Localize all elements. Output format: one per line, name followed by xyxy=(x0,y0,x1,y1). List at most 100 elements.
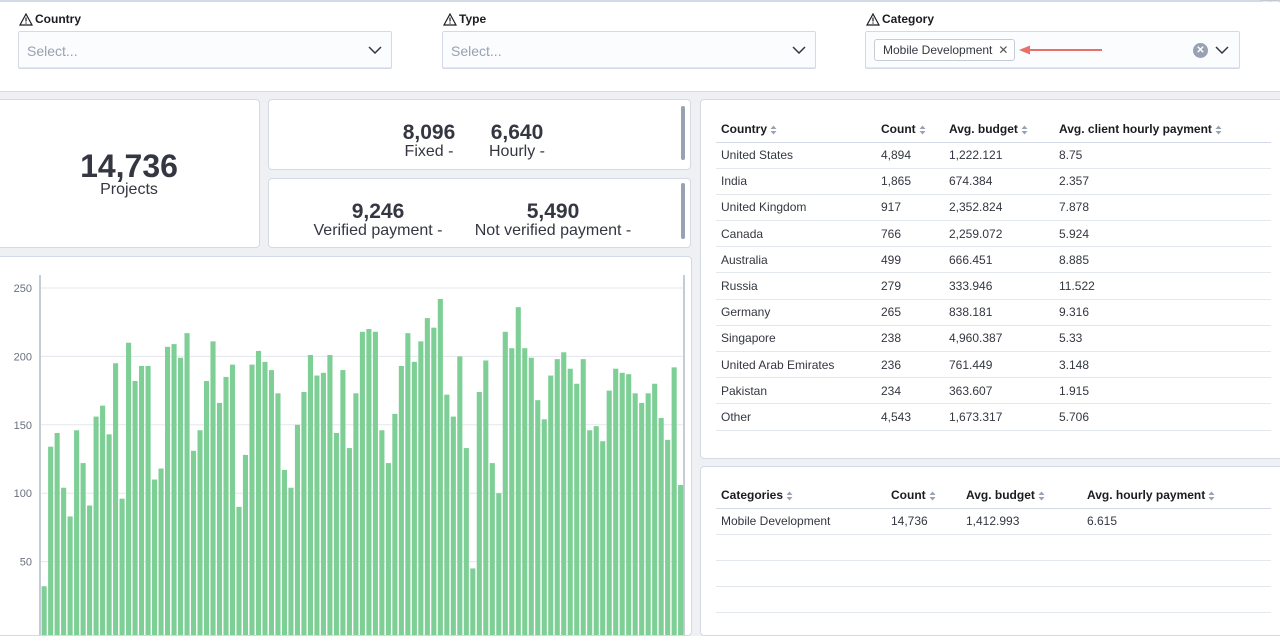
table-row[interactable]: United Arab Emirates 236 761.449 3.148 xyxy=(716,351,1271,379)
histogram-bar[interactable] xyxy=(444,394,450,636)
histogram-bar[interactable] xyxy=(476,391,482,636)
histogram-bar[interactable] xyxy=(587,430,593,636)
histogram-bar[interactable] xyxy=(288,487,294,636)
column-header[interactable]: Count xyxy=(886,482,961,509)
histogram-bar[interactable] xyxy=(515,307,521,636)
histogram-bar[interactable] xyxy=(353,393,359,636)
sort-icon[interactable] xyxy=(770,125,777,135)
chevron-down-icon[interactable] xyxy=(792,46,806,54)
histogram-bar[interactable] xyxy=(528,357,534,636)
table-row[interactable]: Germany 265 838.181 9.316 xyxy=(716,299,1271,326)
histogram-bar[interactable] xyxy=(177,357,184,636)
histogram-bar[interactable] xyxy=(100,405,106,636)
histogram-bar[interactable] xyxy=(346,448,352,636)
histogram-bar[interactable] xyxy=(268,370,275,636)
histogram-bar[interactable] xyxy=(372,331,378,636)
histogram-bar[interactable] xyxy=(658,417,664,636)
remove-chip-icon[interactable]: ✕ xyxy=(998,43,1009,57)
histogram-bar[interactable] xyxy=(509,348,515,636)
histogram-bar[interactable] xyxy=(145,365,151,636)
histogram-bar[interactable] xyxy=(158,468,164,636)
column-header[interactable]: Avg. client hourly payment xyxy=(1054,116,1271,143)
histogram-bar[interactable] xyxy=(359,331,365,636)
table-row[interactable]: India 1,865 674.384 2.357 xyxy=(716,168,1271,195)
histogram-bar[interactable] xyxy=(606,390,612,636)
histogram-bar[interactable] xyxy=(223,376,229,636)
histogram-bar[interactable] xyxy=(80,463,86,636)
column-header[interactable]: Avg. budget xyxy=(944,116,1054,143)
clear-selection-icon[interactable]: ✕ xyxy=(1193,43,1208,58)
histogram-bar[interactable] xyxy=(639,402,645,636)
sort-icon[interactable] xyxy=(1021,125,1028,135)
histogram-bar[interactable] xyxy=(229,364,236,636)
histogram-bar[interactable] xyxy=(489,463,495,636)
histogram-bar[interactable] xyxy=(113,363,119,636)
histogram-bar[interactable] xyxy=(535,400,541,636)
histogram-bar[interactable] xyxy=(678,484,684,636)
histogram-bar[interactable] xyxy=(405,333,411,636)
histogram-bar[interactable] xyxy=(470,568,476,636)
histogram-bar[interactable] xyxy=(333,433,339,636)
histogram-bar[interactable] xyxy=(314,375,320,636)
histogram-bar[interactable] xyxy=(184,333,190,636)
histogram-bar[interactable] xyxy=(541,419,547,636)
table-row[interactable]: Other 4,543 1,673.317 5.706 xyxy=(716,403,1271,431)
histogram-bar[interactable] xyxy=(632,393,638,636)
histogram-bar[interactable] xyxy=(457,356,463,636)
histogram-bar[interactable] xyxy=(502,331,508,636)
histogram-bar[interactable] xyxy=(567,368,573,636)
histogram-bar[interactable] xyxy=(262,361,268,636)
histogram-bar[interactable] xyxy=(626,374,632,636)
histogram-bar[interactable] xyxy=(619,372,625,636)
histogram-bar[interactable] xyxy=(431,327,437,636)
type-select[interactable]: Select... xyxy=(442,31,816,69)
histogram-bar[interactable] xyxy=(593,426,599,636)
table-row[interactable]: Singapore 238 4,960.387 5.33 xyxy=(716,325,1271,353)
histogram-bar[interactable] xyxy=(294,424,300,636)
sort-icon[interactable] xyxy=(919,125,926,135)
panel-scrollbar[interactable] xyxy=(681,183,685,239)
histogram-bar[interactable] xyxy=(580,359,586,636)
histogram-bar[interactable] xyxy=(548,375,554,636)
sort-icon[interactable] xyxy=(786,491,793,501)
column-header[interactable]: Avg. budget xyxy=(961,482,1082,509)
country-select[interactable]: Select... xyxy=(18,31,392,69)
chevron-down-icon[interactable] xyxy=(1215,46,1229,54)
histogram-bar[interactable] xyxy=(48,446,54,636)
histogram-bar[interactable] xyxy=(275,393,281,636)
column-header[interactable]: Avg. hourly payment xyxy=(1082,482,1271,509)
sort-icon[interactable] xyxy=(1208,491,1215,501)
histogram-bar[interactable] xyxy=(281,469,288,636)
table-row[interactable]: Australia 499 666.451 8.885 xyxy=(716,246,1271,274)
histogram-bar[interactable] xyxy=(210,341,216,636)
histogram-bar[interactable] xyxy=(132,381,138,636)
histogram-bar[interactable] xyxy=(398,365,404,636)
histogram-bar[interactable] xyxy=(424,318,430,636)
histogram-bar[interactable] xyxy=(119,498,125,636)
histogram-bar[interactable] xyxy=(197,430,203,636)
histogram-bar[interactable] xyxy=(561,352,567,636)
column-header[interactable]: Count xyxy=(876,116,944,143)
histogram-bar[interactable] xyxy=(392,413,398,636)
histogram-bar[interactable] xyxy=(600,441,606,636)
column-header[interactable]: Categories xyxy=(716,482,886,509)
sort-icon[interactable] xyxy=(929,491,936,501)
histogram-bar[interactable] xyxy=(496,493,502,636)
histogram-bar[interactable] xyxy=(418,341,424,636)
sort-icon[interactable] xyxy=(1038,491,1045,501)
table-row[interactable]: Mobile Development 14,736 1,412.993 6.615 xyxy=(716,508,1271,535)
selected-category-chip[interactable]: Mobile Development ✕ xyxy=(874,39,1016,61)
histogram-bar[interactable] xyxy=(216,402,223,636)
histogram-bar[interactable] xyxy=(665,439,671,636)
histogram-bar[interactable] xyxy=(483,360,489,636)
histogram-bar[interactable] xyxy=(242,454,249,636)
column-header[interactable]: Country xyxy=(716,116,876,143)
histogram-bar[interactable] xyxy=(93,416,99,636)
histogram-bar[interactable] xyxy=(450,416,456,636)
sort-icon[interactable] xyxy=(1215,125,1222,135)
histogram-bar[interactable] xyxy=(463,448,469,636)
histogram-bar[interactable] xyxy=(67,516,73,636)
histogram-bar[interactable] xyxy=(203,381,210,636)
histogram-bar[interactable] xyxy=(366,329,372,636)
table-row[interactable]: Pakistan 234 363.607 1.915 xyxy=(716,377,1271,405)
